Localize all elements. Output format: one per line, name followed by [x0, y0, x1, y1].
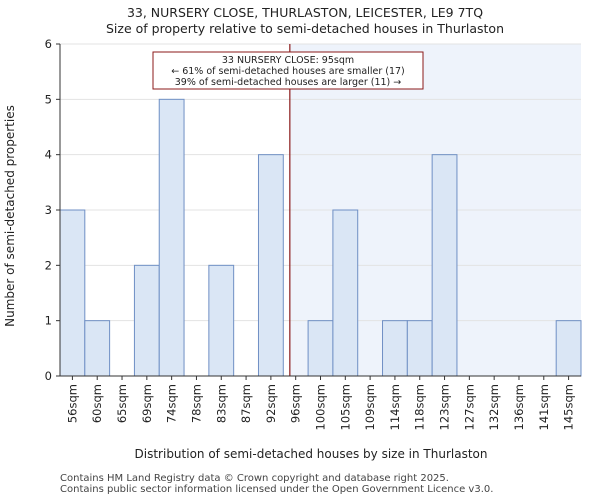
x-tick-label-145sqm: 145sqm: [562, 384, 576, 430]
x-tick-label-65sqm: 65sqm: [115, 384, 129, 423]
bar-56sqm: [59, 209, 86, 377]
y-tick-label: 5: [45, 92, 52, 106]
chart-title: 33, NURSERY CLOSE, THURLASTON, LEICESTER…: [127, 5, 483, 20]
x-tick-label-141sqm: 141sqm: [537, 384, 551, 430]
bar-105sqm: [332, 209, 359, 377]
bar-118sqm: [406, 320, 433, 377]
y-tick-label: 1: [45, 314, 52, 328]
footer-copyright: Contains HM Land Registry data © Crown c…: [60, 473, 449, 484]
x-tick-label-127sqm: 127sqm: [462, 384, 476, 430]
plot-area: 0 1 2 3 4 5 6 56sqm 60sqm 65sqm 69sqm 74sqm 78sqm 83s…: [45, 37, 582, 430]
y-axis-label: Number of semi-detached properties: [3, 105, 17, 327]
footer-licence: Contains public sector information licen…: [60, 484, 494, 495]
bar-114sqm: [382, 320, 408, 377]
x-axis-label: Distribution of semi-detached houses by …: [135, 447, 488, 461]
annotation-smaller: ← 61% of semi-detached houses are smalle…: [171, 66, 405, 77]
bar-145sqm: [555, 320, 582, 377]
y-tick-label: 0: [45, 369, 52, 383]
chart-subtitle: Size of property relative to semi-detach…: [106, 21, 504, 36]
y-tick-label: 2: [45, 258, 52, 272]
x-tick-label-69sqm: 69sqm: [140, 384, 154, 423]
annotation-title: 33 NURSERY CLOSE: 95sqm: [222, 55, 354, 66]
y-tick-label: 6: [45, 37, 52, 51]
bar-92sqm: [257, 154, 284, 377]
x-tick-label-100sqm: 100sqm: [314, 384, 328, 430]
x-tick-label-83sqm: 83sqm: [214, 384, 228, 423]
x-tick-label-74sqm: 74sqm: [165, 384, 179, 423]
x-tick-label-92sqm: 92sqm: [264, 384, 278, 423]
x-tick-label-78sqm: 78sqm: [189, 384, 203, 423]
annotation-larger: 39% of semi-detached houses are larger (…: [175, 77, 402, 88]
x-tick-label-56sqm: 56sqm: [65, 384, 79, 423]
x-tick-label-109sqm: 109sqm: [363, 384, 377, 430]
y-tick-label: 3: [45, 203, 52, 217]
x-tick-label-114sqm: 114sqm: [388, 384, 402, 430]
bar-74sqm: [158, 98, 185, 377]
bar-60sqm: [84, 320, 111, 377]
bar-69sqm: [133, 264, 160, 377]
x-tick-label-118sqm: 118sqm: [413, 384, 427, 430]
bar-83sqm: [208, 264, 235, 377]
bar-123sqm: [431, 154, 458, 377]
bar-100sqm: [307, 320, 334, 377]
x-tick-label-123sqm: 123sqm: [438, 384, 452, 430]
x-tick-label-132sqm: 132sqm: [487, 384, 501, 430]
x-tick-label-60sqm: 60sqm: [90, 384, 104, 423]
x-tick-label-105sqm: 105sqm: [338, 384, 352, 430]
annotation-box: [152, 51, 424, 90]
x-tick-label-136sqm: 136sqm: [512, 384, 526, 430]
x-tick-label-87sqm: 87sqm: [239, 384, 253, 423]
y-tick-label: 4: [45, 148, 52, 162]
x-tick-label-96sqm: 96sqm: [289, 384, 303, 423]
